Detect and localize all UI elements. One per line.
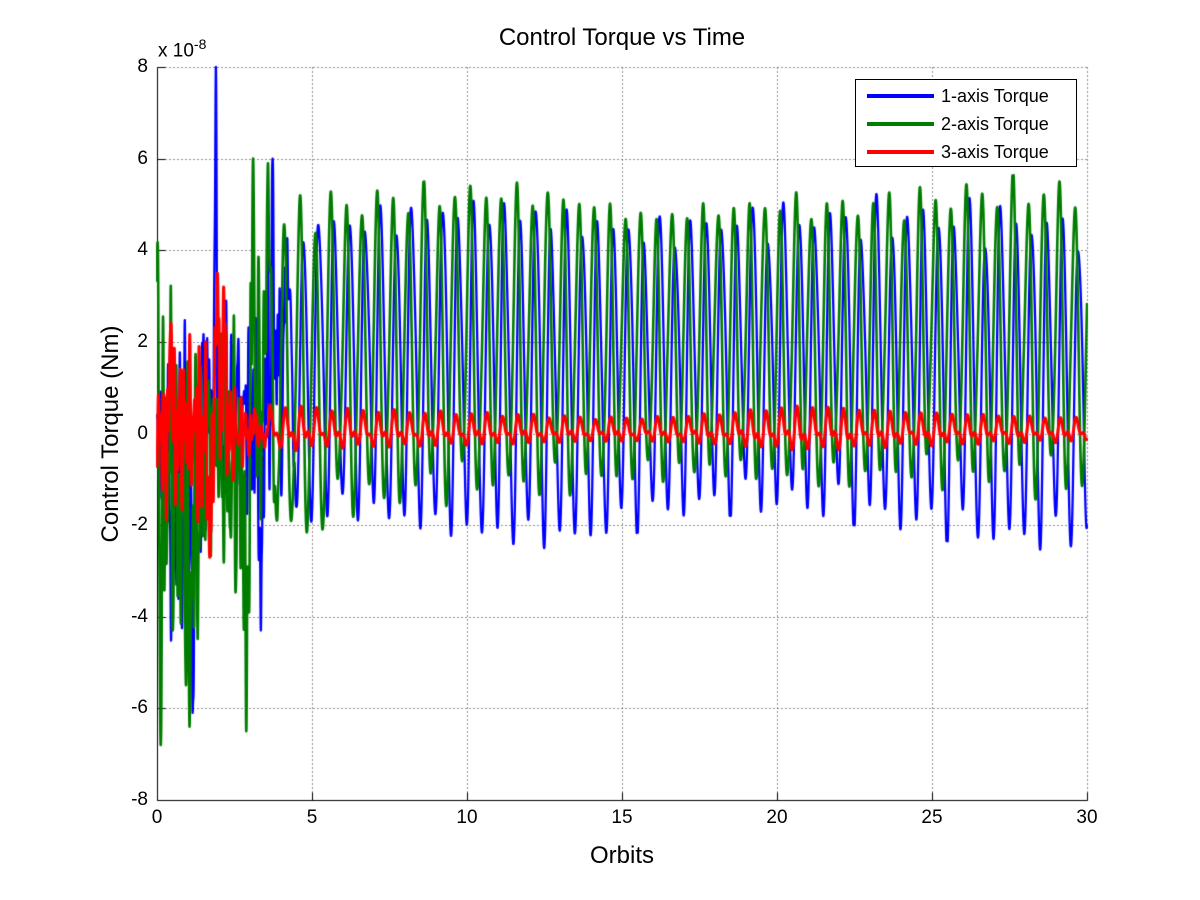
x-tick-label: 15 — [611, 807, 633, 828]
y-axis-exponent-power: -8 — [193, 36, 207, 52]
legend-item-label: 3-axis Torque — [941, 142, 1049, 162]
legend: 1-axis Torque 2-axis Torque 3-axis Torque — [855, 79, 1077, 167]
x-tick-label: 20 — [766, 807, 788, 828]
x-tick-label: 0 — [151, 807, 163, 828]
legend-line-sample — [867, 150, 934, 154]
legend-item: 1-axis Torque — [856, 82, 1076, 110]
y-tick-label: -6 — [131, 697, 148, 719]
y-tick-label: 4 — [137, 239, 148, 261]
legend-item: 2-axis Torque — [856, 110, 1076, 138]
y-tick-label: 2 — [137, 330, 148, 352]
x-tick-label: 5 — [306, 807, 318, 828]
x-axis-label: Orbits — [589, 842, 654, 869]
x-tick-label: 10 — [456, 807, 478, 828]
x-tick-label: 30 — [1076, 807, 1098, 828]
x-tick-label: 25 — [921, 807, 943, 828]
chart-title: Control Torque vs Time — [498, 24, 746, 51]
y-tick-label: -4 — [131, 605, 148, 627]
legend-item-label: 2-axis Torque — [941, 114, 1049, 134]
y-tick-label: -2 — [131, 514, 148, 536]
y-tick-label: 8 — [137, 56, 148, 77]
legend-item-label: 1-axis Torque — [941, 86, 1049, 106]
y-axis-exponent-label: x 10-8 — [158, 36, 206, 62]
y-tick-label: 0 — [137, 422, 148, 444]
y-tick-label: -8 — [131, 789, 148, 810]
legend-item: 3-axis Torque — [856, 138, 1076, 166]
legend-line-sample — [867, 94, 934, 98]
y-tick-label: 6 — [137, 147, 148, 169]
y-axis-exponent-base: x 10 — [158, 40, 194, 62]
legend-line-sample — [867, 122, 934, 126]
